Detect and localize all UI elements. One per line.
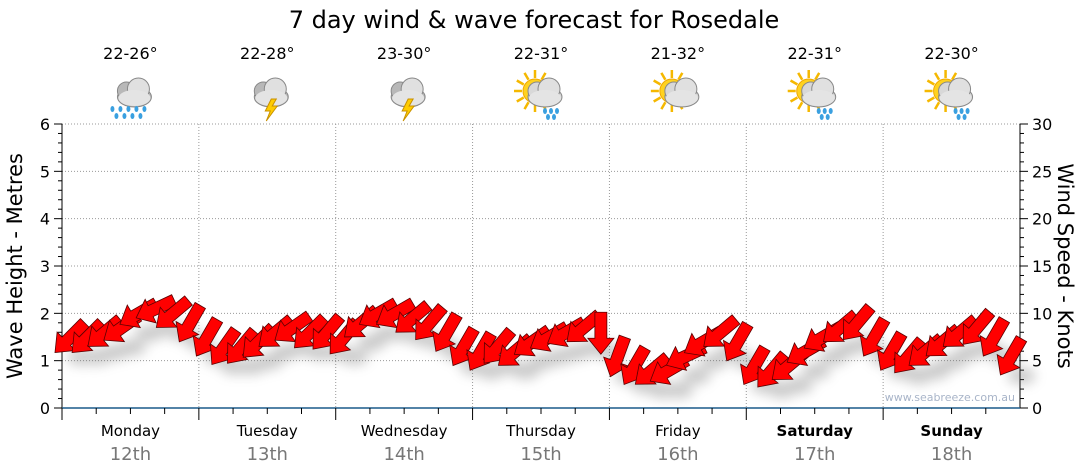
wind-arrow — [395, 300, 433, 333]
arrow-shadow-blob — [682, 367, 711, 384]
y-tick-label: 5 — [40, 162, 50, 181]
day-name: Monday — [101, 422, 160, 440]
arrow-shadow-blob — [785, 377, 814, 394]
sun-cloud-shower-icon — [787, 70, 837, 120]
day-name: Tuesday — [236, 422, 298, 440]
wind-arrow — [258, 314, 296, 347]
wind-arrow — [566, 309, 604, 343]
wind-arrow — [209, 326, 242, 366]
arrow-shadow-blob — [802, 363, 831, 380]
wind-arrow — [722, 320, 754, 362]
y-tick-label: 6 — [40, 115, 50, 134]
day-temp: 23-30° — [377, 44, 432, 63]
day-temp: 22-30° — [924, 44, 979, 63]
axes: 0 1 2 3 4 5 6 0 5 10 15 20 25 30 Monday 12th Tuesday 13th… — [40, 115, 1053, 465]
y2-tick-label: 25 — [1032, 162, 1052, 181]
sun-cloud-icon — [650, 70, 700, 112]
wind-arrow — [587, 311, 615, 355]
wind-arrows — [54, 294, 1036, 399]
day-date: 18th — [931, 444, 972, 465]
watermark: www.seabreeze.com.au — [885, 391, 1015, 404]
y2-tick-label: 10 — [1032, 304, 1052, 323]
day-name: Saturday — [777, 422, 854, 440]
day-temp: 22-26° — [103, 44, 158, 63]
y2-tick-label: 20 — [1032, 210, 1052, 229]
wind-arrow — [842, 303, 876, 341]
sun-cloud-shower-icon — [514, 70, 563, 120]
wind-arrow — [294, 313, 330, 349]
y2-tick-label: 15 — [1032, 257, 1052, 276]
day-temp: 22-31° — [514, 44, 569, 63]
wind-arrow — [449, 325, 480, 367]
day-date: 15th — [520, 444, 561, 465]
wind-arrow — [155, 295, 193, 328]
day-date: 17th — [794, 444, 835, 465]
wind-arrow — [432, 311, 463, 352]
sun-cloud-shower-icon — [924, 70, 974, 120]
arrow-shadow-blob — [340, 349, 369, 365]
day-date: 12th — [110, 444, 151, 465]
wind-arrow — [859, 316, 891, 357]
wind-arrow — [375, 297, 417, 329]
y2-tick-label: 5 — [1032, 352, 1042, 371]
y-tick-label: 1 — [40, 352, 50, 371]
wind-arrow — [703, 314, 741, 347]
arrow-shadow-blob — [1007, 367, 1036, 384]
wind-arrow — [135, 294, 178, 324]
wind-arrow — [996, 335, 1028, 376]
day-name: Wednesday — [361, 422, 448, 440]
rain-cloud-icon — [110, 77, 152, 119]
y-tick-label: 3 — [40, 257, 50, 276]
wind-arrow — [54, 318, 90, 354]
y-axis-label: Wave Height - Metres — [3, 153, 27, 379]
wind-arrow — [312, 312, 346, 350]
wind-arrow — [979, 316, 1011, 357]
y2-tick-label: 0 — [1032, 399, 1042, 418]
storm-cloud-icon — [390, 77, 426, 122]
day-name: Sunday — [920, 422, 983, 440]
storm-cloud-icon — [253, 77, 289, 122]
day-temp: 21-32° — [651, 44, 706, 63]
chart-title: 7 day wind & wave forecast for Rosedale — [289, 6, 780, 34]
wind-arrow — [274, 310, 314, 343]
wind-arrow — [175, 301, 207, 343]
wind-arrow — [547, 316, 588, 348]
day-date: 16th — [657, 444, 698, 465]
day-temp: 22-28° — [240, 44, 295, 63]
wind-arrow — [962, 307, 996, 345]
arrow-shadow-blob — [665, 382, 694, 399]
day-date: 13th — [247, 444, 288, 465]
wind-arrow — [942, 314, 980, 347]
y2-axis-label: Wind Speed - Knots — [1053, 163, 1077, 368]
wind-arrow — [483, 326, 517, 364]
arrow-shadow-blob — [117, 339, 146, 356]
day-name: Friday — [655, 422, 701, 440]
wind-arrow — [87, 314, 125, 347]
day-date: 14th — [383, 444, 424, 465]
y-tick-label: 0 — [40, 399, 50, 418]
day-temp: 22-31° — [787, 44, 842, 63]
daily-weather: 22-26° 22-28° 23-30° 22-31° 21-32° 22-31° 22-3… — [103, 44, 979, 122]
y2-tick-label: 30 — [1032, 115, 1052, 134]
wind-arrow — [823, 309, 861, 343]
wind-arrow — [415, 303, 448, 341]
y-tick-label: 4 — [40, 210, 50, 229]
day-name: Thursday — [505, 422, 576, 440]
y-tick-label: 2 — [40, 304, 50, 323]
